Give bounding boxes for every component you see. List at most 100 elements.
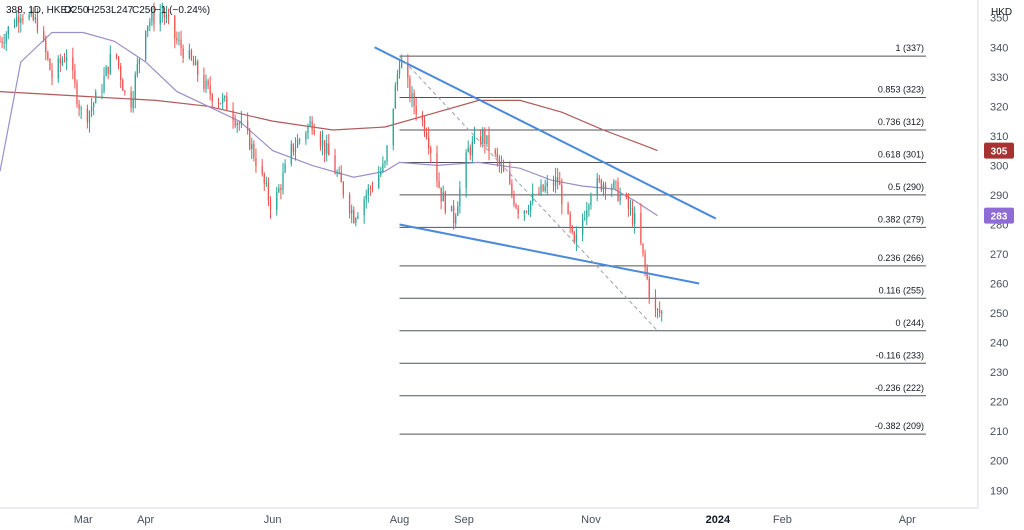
candle-body [430, 148, 432, 153]
candle-body [43, 31, 45, 40]
candle-body [136, 64, 138, 75]
candle-body [421, 114, 424, 120]
candle-body [561, 185, 563, 205]
candle-body [465, 152, 467, 189]
candle-body [176, 38, 178, 41]
x-tick-label: Apr [899, 514, 916, 526]
candle-body [190, 50, 193, 59]
candle-body [194, 61, 197, 66]
price-axis[interactable]: 3503403303203103002902802702602502402302… [990, 13, 1008, 498]
candle-body [425, 132, 428, 138]
candle-body [342, 182, 344, 196]
candle-body [615, 181, 617, 183]
fib-level-label: 0.116 (255) [879, 285, 924, 295]
candle-body [532, 193, 534, 202]
candle-body [598, 178, 600, 180]
candle-body [165, 15, 168, 18]
candle-body [353, 210, 355, 223]
candle-body [450, 205, 453, 212]
fib-level-label: -0.236 (222) [875, 383, 924, 393]
candle-body [65, 57, 68, 62]
x-tick-label: Sep [454, 514, 474, 526]
fib-level-label: 0.382 (279) [878, 214, 924, 224]
fib-level-label: -0.116 (233) [876, 350, 924, 360]
candle-body [149, 21, 151, 26]
candle-body [311, 121, 313, 130]
candle-body [486, 135, 488, 144]
candle-body [305, 133, 307, 140]
candle-body [261, 166, 263, 174]
trend-line-upper[interactable] [374, 46, 717, 220]
legend-symbol: 388, 1D, HKEX [6, 5, 74, 16]
candle-body [407, 62, 409, 79]
candle-body [115, 54, 118, 57]
candle-body [411, 93, 413, 99]
candle-body [363, 199, 365, 216]
candle-body [409, 78, 411, 99]
candle-body [234, 120, 236, 126]
time-axis[interactable]: Mar Apr Jun Aug Sep Nov 2024 Feb Apr [74, 514, 916, 526]
candle-body [415, 106, 417, 115]
candle-body [0, 41, 1, 43]
candle-body [321, 140, 324, 147]
candle-body [378, 174, 380, 189]
candle-body [613, 181, 615, 188]
x-tick-label: Apr [137, 514, 154, 526]
legend-close: C250 [132, 5, 156, 16]
candle-body [145, 31, 147, 60]
candle-body [238, 123, 240, 125]
candle-body [619, 194, 621, 201]
candle-body [546, 182, 548, 187]
fib-level-label: 1 (337) [895, 43, 924, 53]
candle-body [103, 76, 105, 92]
candle-body [132, 98, 134, 109]
candle-body [309, 121, 311, 126]
candle-body [18, 16, 20, 23]
candle-body [95, 91, 97, 104]
trend-line-lower[interactable] [399, 223, 700, 285]
candle-body [3, 42, 5, 44]
candle-body [130, 91, 132, 109]
candle-body [513, 194, 515, 205]
candle-body [307, 125, 309, 134]
y-tick-label: 300 [990, 160, 1008, 172]
candle-body [174, 15, 176, 39]
candle-body [336, 173, 338, 175]
candle-body [159, 13, 161, 25]
candle-body [45, 39, 47, 53]
y-tick-label: 320 [990, 101, 1008, 113]
legend-high: H253 [87, 5, 111, 16]
candle-body [232, 109, 234, 121]
trend-lines[interactable] [374, 46, 717, 332]
candle-body [124, 90, 126, 92]
candle-body [51, 70, 53, 79]
candle-body [396, 74, 399, 86]
fibonacci-levels[interactable]: 1 (337) 0.853 (323) 0.736 (312) 0.618 (301)… [399, 43, 926, 435]
candle-body [413, 93, 415, 107]
candle-body [267, 182, 270, 201]
candle-body [255, 158, 257, 167]
fib-level-label: 0 (244) [895, 318, 924, 328]
candle-body [629, 207, 632, 209]
candle-body [544, 186, 546, 191]
candle-body [16, 16, 18, 26]
y-tick-label: 220 [990, 397, 1008, 409]
candle-body [224, 96, 226, 98]
price-badges: 305 283 [984, 142, 1014, 224]
fib-level-label: 0.236 (266) [878, 253, 924, 263]
candle-body [203, 75, 205, 89]
candle-body [49, 58, 51, 71]
candle-body [294, 147, 297, 153]
candle-body [290, 143, 292, 164]
candle-body [517, 207, 519, 214]
candle-body [480, 136, 482, 144]
candle-body [161, 12, 163, 14]
candle-body [120, 66, 122, 80]
candle-body [292, 143, 295, 153]
y-tick-label: 330 [990, 72, 1008, 84]
x-tick-label: Aug [390, 514, 410, 526]
candle-body [263, 173, 265, 184]
price-badge-value: 283 [991, 212, 1008, 223]
x-tick-label: Mar [74, 514, 93, 526]
